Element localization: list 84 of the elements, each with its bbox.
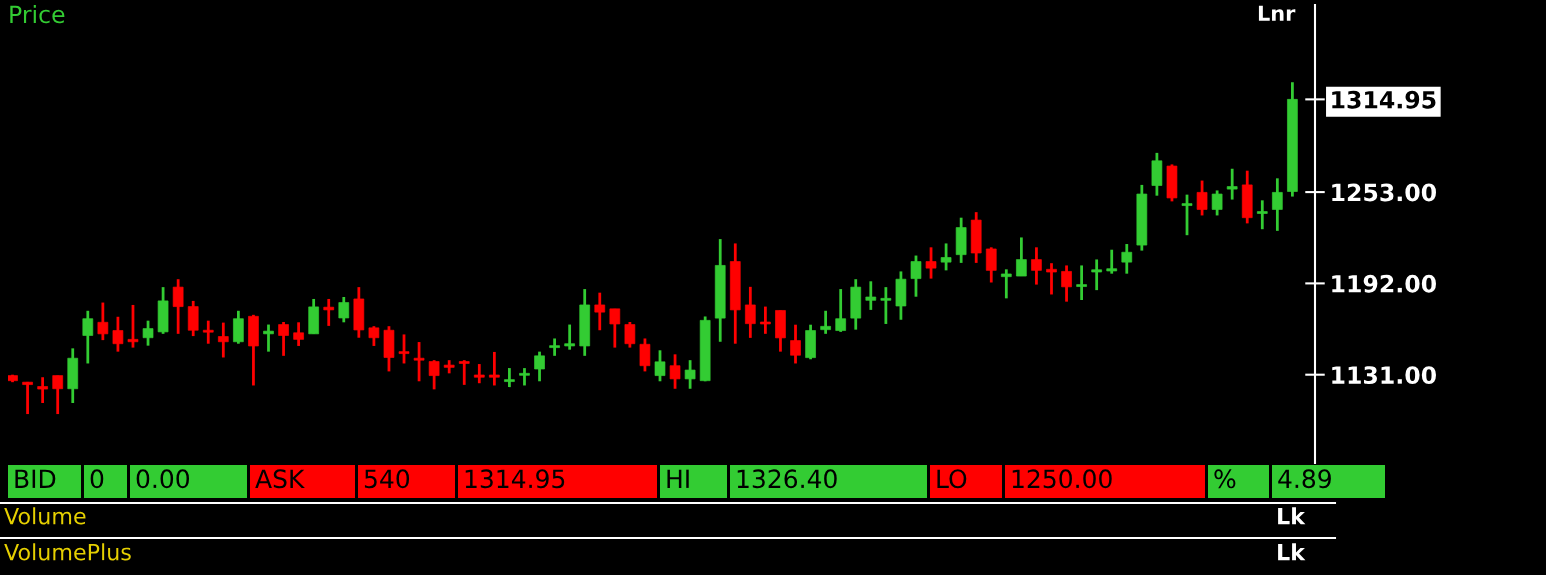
text: %: [1214, 469, 1236, 489]
candlestick: [564, 323, 575, 352]
text: 1314.95: [465, 469, 565, 489]
candlestick: [745, 285, 756, 340]
candlestick: [218, 321, 229, 359]
candlestick: [594, 291, 606, 332]
candlestick: [760, 305, 771, 336]
candlestick: [684, 358, 696, 391]
candlestick: [1016, 236, 1027, 278]
text: 1250.00: [1012, 469, 1112, 489]
candlestick: [1076, 264, 1087, 302]
candlestick: [1121, 242, 1133, 276]
text: 540: [364, 469, 410, 489]
candlestick: [609, 307, 621, 349]
text: LO: [937, 469, 967, 489]
text: 0.00: [136, 469, 189, 489]
candlestick: [202, 319, 214, 346]
candlestick: [233, 309, 244, 346]
candlestick: [1001, 267, 1012, 300]
text: ASK: [255, 469, 305, 489]
candlestick: [1256, 198, 1268, 231]
text: HI: [667, 469, 689, 488]
candlestick: [1061, 264, 1072, 304]
candlestick: [278, 320, 289, 358]
text: 0: [90, 469, 104, 489]
candlestick: [624, 320, 636, 349]
candlestick: [654, 348, 666, 383]
candlestick: [142, 319, 154, 348]
y-tick-label: 1253.00: [1332, 183, 1436, 202]
candlestick: [669, 352, 681, 391]
text: 1326.40: [737, 469, 837, 489]
chart-title: Price: [10, 5, 65, 24]
candlestick: [52, 374, 64, 416]
candlestick: [1196, 179, 1208, 217]
candlestick: [97, 301, 109, 342]
candlestick: [82, 309, 94, 365]
candlestick: [127, 303, 139, 349]
candlestick: [489, 350, 500, 387]
text: Volume: [4, 507, 86, 525]
candlestick: [338, 295, 350, 324]
y-tick-label: 1131.00: [1332, 366, 1436, 384]
candlestick: [398, 333, 410, 365]
candlestick: [1046, 261, 1057, 296]
candlestick: [37, 375, 48, 405]
candlestick: [534, 350, 545, 383]
candlestick: [1211, 189, 1223, 217]
candlestick: [504, 366, 515, 389]
candlestick: [639, 337, 651, 373]
text: 4.89: [1278, 469, 1331, 489]
candlestick: [925, 245, 937, 280]
text: BID: [15, 469, 56, 488]
candlestick: [865, 279, 877, 312]
candlestick: [820, 309, 831, 336]
annotation: Lnr: [1258, 5, 1296, 21]
candlestick: [790, 323, 801, 365]
candlestick: [323, 297, 335, 328]
y-tick-label: 1314.95: [1332, 90, 1436, 109]
candlestick: [413, 340, 425, 383]
candlestick: [910, 254, 922, 299]
candlestick: [1272, 176, 1283, 233]
candlestick: [293, 320, 304, 348]
candlestick: [473, 362, 485, 385]
candlestick: [458, 358, 470, 387]
text: VolumePlus: [4, 543, 131, 561]
candlestick: [368, 324, 380, 348]
candlestick: [112, 315, 124, 354]
candlestick: [880, 285, 892, 326]
candlestick: [1226, 167, 1238, 201]
candlestick: [263, 323, 274, 354]
candlestick: [940, 242, 952, 272]
candlestick: [187, 299, 199, 338]
candlestick: [835, 287, 846, 334]
candlestick: [1106, 248, 1118, 276]
candlestick: [1181, 193, 1193, 237]
candlestick: [22, 380, 33, 416]
text: Lk: [1278, 543, 1306, 561]
candlestick: [428, 358, 440, 391]
text: Lk: [1278, 507, 1306, 525]
candlestick: [172, 277, 184, 336]
y-tick-label: 1192.00: [1332, 274, 1436, 293]
candlestick: [985, 245, 997, 284]
candlestick: [549, 337, 560, 358]
candlestick: [1091, 258, 1102, 292]
candlestick: [1031, 245, 1042, 286]
